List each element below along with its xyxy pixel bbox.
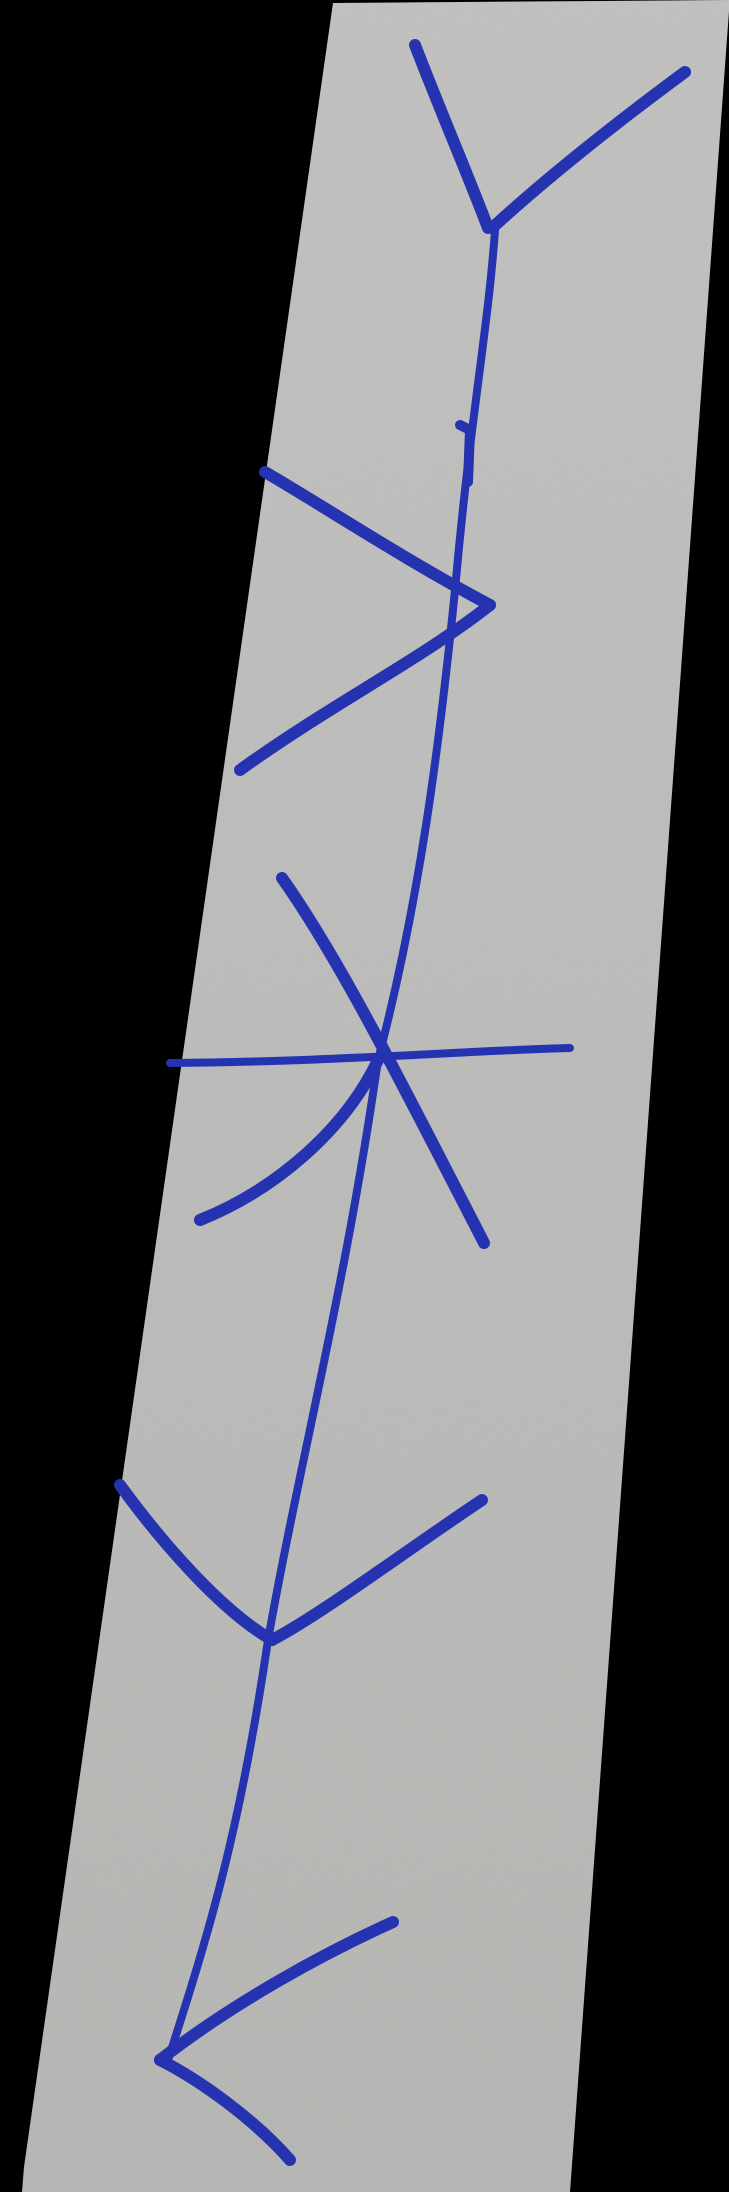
arrowhead-upper-arm bbox=[154, 1916, 399, 2066]
asterisk-symbol bbox=[166, 872, 574, 1249]
arrowhead-symbol bbox=[154, 1916, 399, 2166]
asterisk-horizontal bbox=[166, 1044, 574, 1067]
top-tick-mark bbox=[455, 420, 475, 487]
top-y-right-arm bbox=[486, 66, 691, 234]
chevron-symbol bbox=[234, 466, 496, 776]
chevron-lower-arm bbox=[234, 599, 496, 776]
arrowhead-lower-arm bbox=[154, 2054, 296, 2166]
lower-y-right-arm bbox=[266, 1494, 488, 1646]
lower-y-symbol bbox=[114, 1479, 488, 1646]
asterisk-diagonal-b bbox=[194, 1054, 384, 1226]
ink-drawing bbox=[114, 39, 691, 2166]
top-y-symbol bbox=[409, 39, 691, 487]
asterisk-diagonal-a bbox=[276, 872, 490, 1249]
lower-y-left-arm bbox=[114, 1479, 278, 1646]
top-y-left-arm bbox=[409, 39, 494, 234]
chevron-upper-arm bbox=[259, 466, 496, 611]
